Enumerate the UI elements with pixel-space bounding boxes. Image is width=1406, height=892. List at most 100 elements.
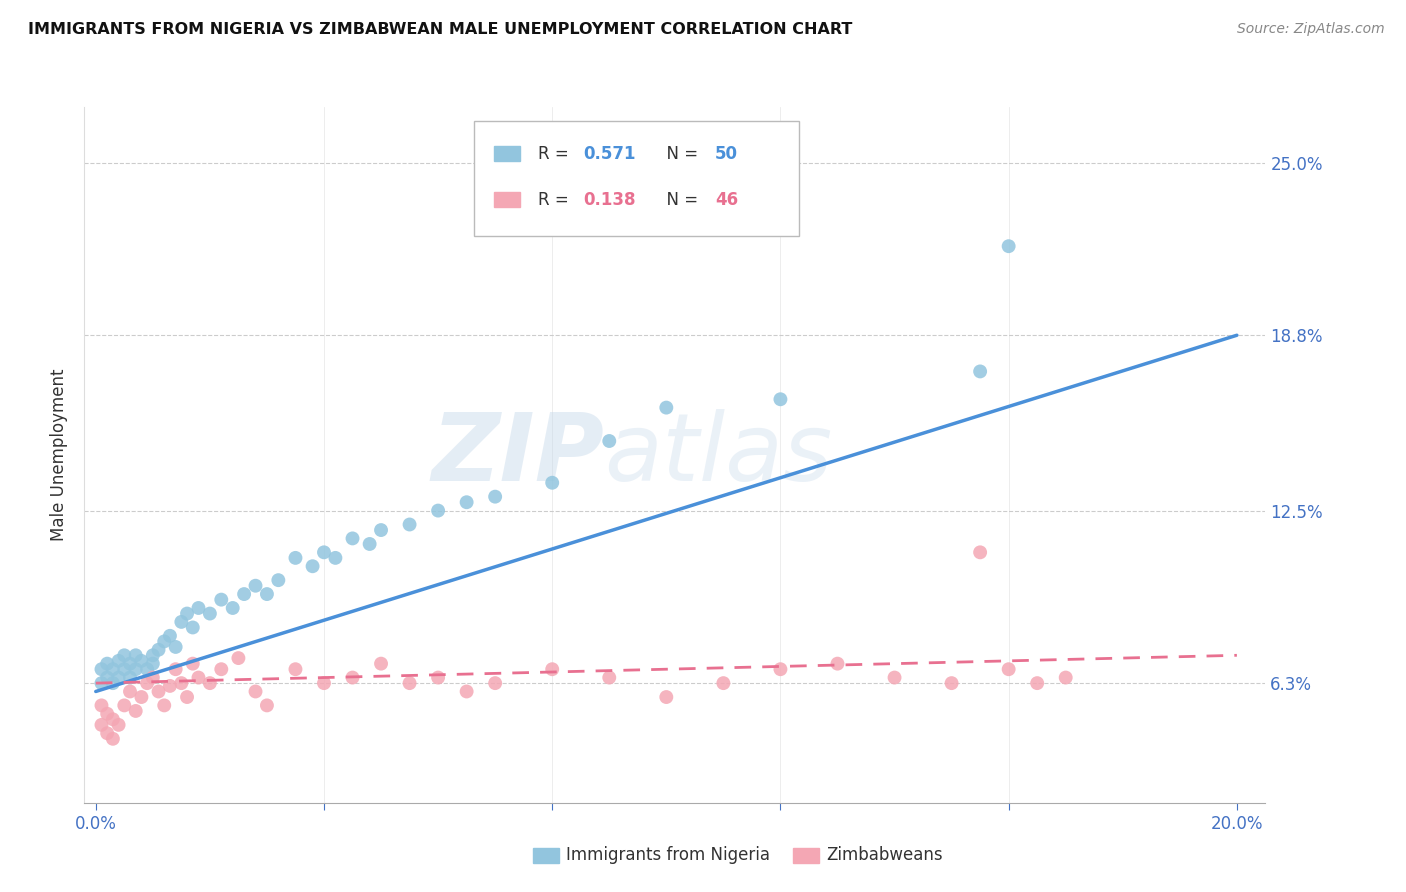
Point [107, 654, 129, 668]
Text: Zimbabweans: Zimbabweans [827, 846, 942, 864]
Point [101, 731, 124, 746]
Point [209, 592, 232, 607]
Point [883, 671, 905, 685]
Text: 50: 50 [716, 145, 738, 162]
Bar [793, 848, 818, 863]
Point [136, 662, 159, 676]
Point [1054, 671, 1077, 685]
Point [209, 662, 232, 676]
Point [107, 671, 129, 685]
Text: R =: R = [538, 191, 574, 209]
Text: Source: ZipAtlas.com: Source: ZipAtlas.com [1237, 22, 1385, 37]
Bar [533, 848, 560, 863]
Point [198, 607, 221, 621]
Point [112, 648, 135, 663]
Point [142, 648, 165, 663]
Bar [494, 192, 520, 207]
FancyBboxPatch shape [474, 121, 799, 235]
Point [153, 634, 176, 648]
Point [187, 601, 209, 615]
Point [90, 698, 112, 713]
Point [969, 364, 991, 378]
Text: N =: N = [657, 145, 703, 162]
Point [256, 587, 278, 601]
Text: R =: R = [538, 145, 574, 162]
Point [655, 690, 678, 704]
Point [170, 676, 193, 690]
Point [827, 657, 849, 671]
Point [769, 662, 792, 676]
Point [456, 684, 478, 698]
Point [541, 475, 564, 490]
Point [222, 601, 245, 615]
Point [284, 662, 307, 676]
Y-axis label: Male Unemployment: Male Unemployment [51, 368, 69, 541]
Point [198, 676, 221, 690]
Point [1026, 676, 1049, 690]
Point [359, 537, 381, 551]
Point [101, 662, 124, 676]
Point [997, 662, 1019, 676]
Point [325, 550, 347, 565]
Point [370, 657, 392, 671]
Point [170, 615, 193, 629]
Point [598, 671, 620, 685]
Point [301, 559, 323, 574]
Point [655, 401, 678, 415]
Point [125, 648, 148, 663]
Bar [494, 146, 520, 161]
Point [997, 239, 1019, 253]
Point [427, 503, 450, 517]
Point [969, 545, 991, 559]
Point [101, 676, 124, 690]
Text: IMMIGRANTS FROM NIGERIA VS ZIMBABWEAN MALE UNEMPLOYMENT CORRELATION CHART: IMMIGRANTS FROM NIGERIA VS ZIMBABWEAN MA… [28, 22, 852, 37]
Point [118, 657, 141, 671]
Point [711, 676, 734, 690]
Point [484, 676, 506, 690]
Point [370, 523, 392, 537]
Point [769, 392, 792, 407]
Point [187, 671, 209, 685]
Point [131, 690, 153, 704]
Point [284, 550, 307, 565]
Point [484, 490, 506, 504]
Text: 46: 46 [716, 191, 738, 209]
Point [312, 676, 335, 690]
Point [398, 517, 420, 532]
Point [136, 676, 159, 690]
Point [228, 651, 250, 665]
Text: N =: N = [657, 191, 703, 209]
Point [245, 579, 267, 593]
Point [90, 718, 112, 732]
Point [118, 684, 141, 698]
Text: atlas: atlas [605, 409, 832, 500]
Text: 0.138: 0.138 [582, 191, 636, 209]
Point [181, 620, 204, 634]
Point [142, 671, 165, 685]
Point [96, 657, 118, 671]
Point [176, 690, 198, 704]
Point [96, 706, 118, 721]
Text: 0.571: 0.571 [582, 145, 636, 162]
Point [342, 532, 364, 546]
Point [112, 662, 135, 676]
Point [112, 698, 135, 713]
Point [342, 671, 364, 685]
Point [165, 662, 187, 676]
Point [107, 718, 129, 732]
Point [142, 657, 165, 671]
Point [96, 671, 118, 685]
Point [96, 726, 118, 740]
Point [159, 629, 181, 643]
Point [398, 676, 420, 690]
Point [541, 662, 564, 676]
Point [101, 712, 124, 726]
Point [165, 640, 187, 654]
Point [176, 607, 198, 621]
Point [256, 698, 278, 713]
Point [90, 676, 112, 690]
Point [233, 587, 256, 601]
Point [312, 545, 335, 559]
Point [245, 684, 267, 698]
Point [598, 434, 620, 448]
